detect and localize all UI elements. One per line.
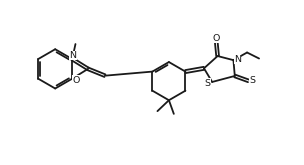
Text: O: O [73,76,80,84]
Text: S: S [250,76,256,85]
Text: S: S [205,79,211,88]
Text: N: N [234,55,241,64]
Text: O: O [212,33,220,43]
Text: N: N [69,51,76,60]
